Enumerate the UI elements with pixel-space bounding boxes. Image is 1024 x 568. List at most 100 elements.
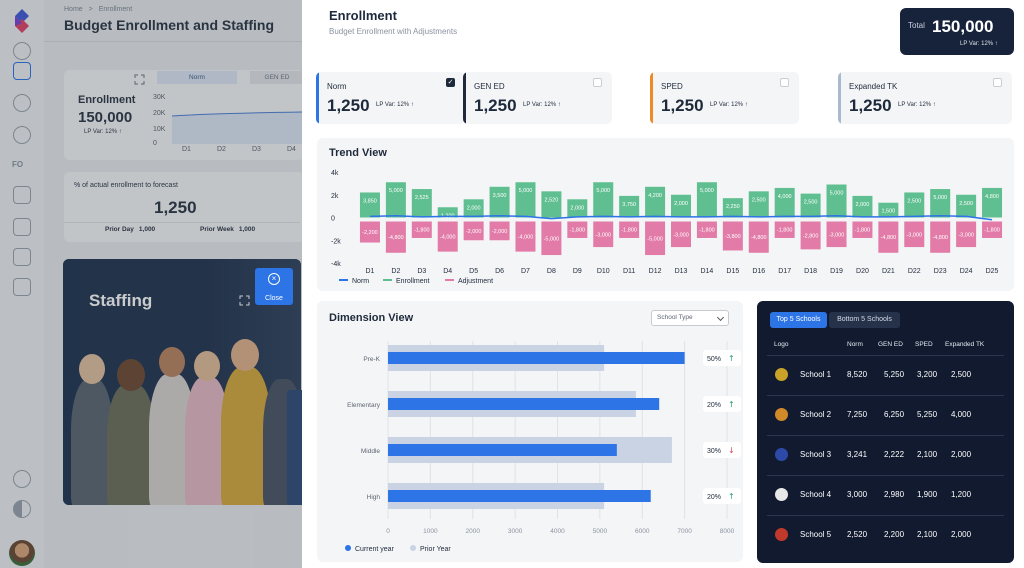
kpi-card-expanded-tk[interactable]: Expanded TK 1,250 LP Var: 12% ↑: [838, 72, 1012, 124]
settings-icon[interactable]: [13, 470, 31, 488]
school-type-select[interactable]: School Type: [651, 310, 729, 326]
adjustment-data-label: -3,000: [829, 232, 845, 238]
current-year-bar: [388, 444, 617, 456]
adjustment-data-label: -4,000: [518, 235, 534, 241]
x-tick-label: 4000: [550, 528, 565, 535]
bg-prior-week-value: 1,000: [238, 226, 256, 233]
kpi-checkbox[interactable]: [593, 78, 602, 87]
enrollment-data-label: 5,000: [596, 188, 610, 194]
header-divider: [44, 41, 304, 42]
enrollment-bar: [463, 199, 484, 218]
enrollment-data-label: 4,200: [648, 193, 662, 199]
change-badge: [703, 442, 741, 458]
tab-bottom-5-schools[interactable]: Bottom 5 Schools: [829, 312, 900, 328]
cell-tk: 2,000: [951, 450, 972, 459]
bg-tab-norm[interactable]: Norm: [157, 71, 237, 84]
fo-nav-label[interactable]: FO: [12, 160, 24, 169]
kpi-checkbox[interactable]: ✓: [446, 78, 455, 87]
x-tick-label: D2: [391, 268, 400, 275]
adjustment-data-label: -3,000: [673, 232, 689, 238]
document-icon[interactable]: [13, 248, 31, 266]
adjustment-data-label: -1,800: [984, 228, 1000, 234]
y-tick-label: 2k: [331, 193, 339, 200]
grid-icon[interactable]: [13, 62, 31, 80]
person-head: [194, 351, 220, 381]
bg-x-tick: D3: [252, 146, 261, 153]
x-tick-label: 8000: [720, 528, 735, 535]
bg-x-tick: D2: [217, 146, 226, 153]
kpi-checkbox[interactable]: [993, 78, 1002, 87]
school-logo-icon: [775, 528, 788, 541]
adjustment-bar: [359, 221, 380, 243]
kpi-card-norm[interactable]: Norm 1,250 LP Var: 12% ↑ ✓: [316, 72, 465, 124]
users-icon[interactable]: [13, 94, 31, 112]
table-row[interactable]: School 5 2,520 2,200 2,100 2,000: [757, 515, 1014, 555]
x-tick-label: D3: [417, 268, 426, 275]
x-tick-label: D4: [443, 268, 452, 275]
cell-sped: 2,100: [917, 450, 938, 459]
enrollment-data-label: 5,000: [389, 188, 403, 194]
x-tick-label: 2000: [466, 528, 481, 535]
x-tick-label: D5: [469, 268, 478, 275]
person-figure: [221, 367, 271, 505]
category-label: Elementary: [347, 402, 381, 409]
x-tick-label: 6000: [635, 528, 650, 535]
table-row[interactable]: School 4 3,000 2,980 1,900 1,200: [757, 475, 1014, 515]
kpi-label: Expanded TK: [849, 82, 898, 91]
total-label: Total: [908, 21, 925, 30]
bg-forecast-divider: [64, 222, 300, 223]
percent-icon[interactable]: [13, 218, 31, 236]
breadcrumb-current: Enrollment: [98, 6, 133, 13]
kpi-card-sped[interactable]: SPED 1,250 LP Var: 12% ↑: [650, 72, 799, 124]
history-icon[interactable]: [13, 126, 31, 144]
school-logo-icon: [775, 368, 788, 381]
adjustment-bar: [437, 221, 458, 252]
kpi-checkbox[interactable]: [780, 78, 789, 87]
adjustment-bar: [982, 221, 1003, 238]
x-tick-label: 0: [386, 528, 390, 535]
kpi-label: Norm: [327, 82, 347, 91]
bg-prior-day: Prior Day 1,000: [105, 226, 155, 233]
change-badge-value: 50%: [707, 356, 721, 363]
table-row[interactable]: School 3 3,241 2,222 2,100 2,000: [757, 435, 1014, 475]
change-badge-value: 30%: [707, 448, 721, 455]
cell-gened: 2,980: [884, 490, 905, 499]
expand-icon[interactable]: [239, 295, 250, 306]
x-tick-label: D19: [830, 268, 843, 275]
theme-toggle-icon[interactable]: [13, 500, 31, 518]
x-tick-label: D7: [521, 268, 530, 275]
bg-y-tick: 0: [153, 140, 157, 147]
kpi-label: SPED: [661, 82, 683, 91]
adjustment-data-label: -1,800: [570, 228, 586, 234]
enrollment-data-label: 3,750: [622, 202, 636, 208]
column-header-expanded-tk: Expanded TK: [945, 341, 985, 348]
copy-icon[interactable]: [13, 186, 31, 204]
close-button[interactable]: × Close: [255, 268, 293, 305]
dimension-chart: 0 1000 2000 3000 4000 5000 6000 7000 8000 Pre-K 50…: [345, 341, 741, 553]
home-icon[interactable]: [13, 42, 31, 60]
breadcrumb-home[interactable]: Home: [64, 6, 83, 13]
list-icon[interactable]: [13, 278, 31, 296]
adjustment-bar: [878, 221, 899, 253]
tab-top-5-schools[interactable]: Top 5 Schools: [770, 312, 827, 328]
legend-swatch: [410, 545, 416, 551]
user-avatar[interactable]: [9, 540, 35, 566]
bg-tab-gened[interactable]: GEN ED: [250, 71, 304, 84]
column-header-norm: Norm: [847, 341, 863, 348]
expand-icon[interactable]: [134, 74, 145, 85]
change-badge: [703, 396, 741, 412]
enrollment-bar: [748, 191, 769, 218]
schools-card: Top 5 Schools Bottom 5 Schools Logo Norm…: [757, 301, 1014, 563]
adjustment-bar: [696, 221, 717, 238]
kpi-card-gened[interactable]: GEN ED 1,250 LP Var: 12% ↑: [463, 72, 612, 124]
bg-enrollment-value: 150,000: [78, 109, 133, 126]
x-tick-label: D13: [675, 268, 688, 275]
column-header-logo: Logo: [774, 341, 789, 348]
row-divider: [767, 395, 1004, 396]
legend-swatch: [345, 545, 351, 551]
x-tick-label: D11: [623, 268, 635, 275]
table-row[interactable]: School 2 7,250 6,250 5,250 4,000: [757, 395, 1014, 435]
table-row[interactable]: School 1 8,520 5,250 3,200 2,500: [757, 355, 1014, 395]
enrollment-panel: Enrollment Budget Enrollment with Adjust…: [302, 0, 1024, 568]
adjustment-bar: [515, 221, 536, 252]
